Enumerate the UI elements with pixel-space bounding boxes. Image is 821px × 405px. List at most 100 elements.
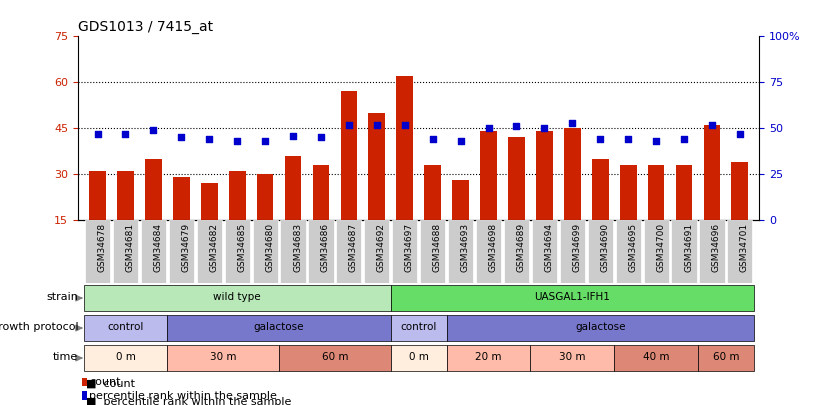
FancyBboxPatch shape (197, 220, 222, 283)
Text: GSM34697: GSM34697 (405, 223, 414, 272)
Bar (89, 171, 106, 266)
Text: GSM34684: GSM34684 (154, 223, 163, 272)
FancyBboxPatch shape (167, 315, 391, 341)
Text: strain: strain (47, 292, 78, 303)
Bar (452, 180, 469, 266)
Bar (397, 76, 413, 266)
FancyBboxPatch shape (281, 220, 305, 283)
FancyBboxPatch shape (588, 220, 612, 283)
Point (398, 121, 411, 128)
FancyBboxPatch shape (447, 315, 754, 341)
Text: 60 m: 60 m (713, 352, 739, 362)
Bar (620, 165, 636, 266)
Point (287, 132, 300, 139)
Bar (564, 128, 580, 266)
Text: GSM34689: GSM34689 (516, 223, 525, 272)
Text: GSM34686: GSM34686 (321, 223, 330, 272)
Bar (82, 378, 87, 386)
FancyBboxPatch shape (560, 220, 585, 283)
FancyBboxPatch shape (672, 220, 696, 283)
Text: count: count (89, 377, 121, 387)
Point (119, 130, 132, 137)
FancyBboxPatch shape (365, 220, 389, 283)
Text: GSM34682: GSM34682 (209, 223, 218, 272)
Text: ■  count: ■ count (86, 379, 135, 389)
Point (733, 130, 746, 137)
Bar (117, 171, 134, 266)
Bar (201, 183, 218, 266)
Bar (229, 171, 245, 266)
FancyBboxPatch shape (530, 345, 614, 371)
Bar (257, 174, 273, 266)
FancyBboxPatch shape (699, 220, 724, 283)
Text: ■  percentile rank within the sample: ■ percentile rank within the sample (86, 397, 291, 405)
Text: GDS1013 / 7415_at: GDS1013 / 7415_at (78, 20, 213, 34)
Text: 30 m: 30 m (210, 352, 236, 362)
FancyBboxPatch shape (391, 285, 754, 311)
Text: GSM34700: GSM34700 (656, 223, 665, 272)
Bar (145, 159, 162, 266)
FancyBboxPatch shape (113, 220, 138, 283)
Text: GSM34688: GSM34688 (433, 223, 442, 272)
FancyBboxPatch shape (392, 220, 417, 283)
Text: GSM34695: GSM34695 (628, 223, 637, 272)
Text: wild type: wild type (213, 292, 261, 303)
Bar (508, 137, 525, 266)
Text: 0 m: 0 m (409, 352, 429, 362)
Bar (285, 156, 301, 266)
Point (538, 125, 551, 131)
FancyBboxPatch shape (616, 220, 640, 283)
Point (91, 130, 104, 137)
Text: GSM34681: GSM34681 (126, 223, 135, 272)
Text: galactose: galactose (254, 322, 305, 333)
Text: GSM34691: GSM34691 (684, 223, 693, 272)
Text: GSM34696: GSM34696 (712, 223, 721, 272)
Text: GSM34679: GSM34679 (181, 223, 190, 272)
Text: time: time (53, 352, 78, 362)
Text: GSM34678: GSM34678 (98, 223, 107, 272)
FancyBboxPatch shape (84, 315, 167, 341)
Point (482, 125, 495, 131)
FancyBboxPatch shape (504, 220, 529, 283)
FancyBboxPatch shape (309, 220, 333, 283)
Bar (82, 391, 87, 400)
Bar (592, 159, 608, 266)
Text: GSM34698: GSM34698 (488, 223, 498, 272)
Text: GSM34690: GSM34690 (600, 223, 609, 272)
Text: GSM34683: GSM34683 (293, 223, 302, 272)
Point (510, 123, 523, 130)
FancyBboxPatch shape (391, 345, 447, 371)
FancyBboxPatch shape (448, 220, 473, 283)
Bar (732, 162, 748, 266)
Bar (313, 165, 329, 266)
FancyBboxPatch shape (391, 315, 447, 341)
FancyBboxPatch shape (253, 220, 277, 283)
Point (621, 136, 635, 143)
Text: growth protocol: growth protocol (0, 322, 78, 333)
Text: GSM34687: GSM34687 (349, 223, 358, 272)
FancyBboxPatch shape (727, 220, 752, 283)
FancyBboxPatch shape (614, 345, 698, 371)
Text: GSM34693: GSM34693 (461, 223, 470, 272)
Text: galactose: galactose (575, 322, 626, 333)
Point (175, 134, 188, 141)
FancyBboxPatch shape (85, 220, 110, 283)
Text: control: control (108, 322, 144, 333)
Text: UASGAL1-IFH1: UASGAL1-IFH1 (534, 292, 610, 303)
Point (566, 119, 579, 126)
Bar (704, 125, 720, 266)
Point (203, 136, 216, 143)
Point (342, 121, 355, 128)
Bar (369, 113, 385, 266)
Point (231, 138, 244, 144)
Text: 20 m: 20 m (475, 352, 502, 362)
Bar (648, 165, 664, 266)
Text: GSM34701: GSM34701 (740, 223, 749, 272)
Bar (424, 165, 441, 266)
Text: 30 m: 30 m (559, 352, 585, 362)
FancyBboxPatch shape (476, 220, 501, 283)
Text: 0 m: 0 m (116, 352, 135, 362)
Point (677, 136, 690, 143)
Bar (480, 131, 497, 266)
FancyBboxPatch shape (420, 220, 445, 283)
